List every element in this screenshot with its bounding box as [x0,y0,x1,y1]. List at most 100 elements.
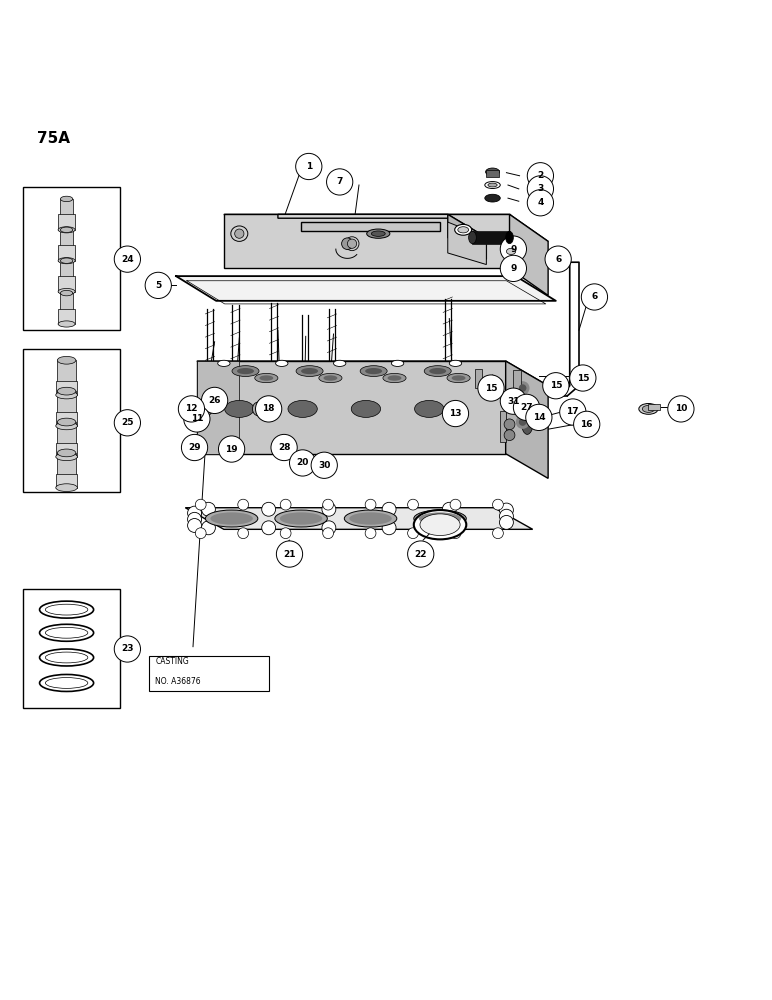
Ellipse shape [252,402,265,416]
Text: 1: 1 [306,162,312,171]
Ellipse shape [485,194,500,202]
Circle shape [450,499,461,510]
Circle shape [520,402,526,408]
Circle shape [188,519,201,532]
Ellipse shape [60,227,73,233]
Ellipse shape [58,321,75,327]
Circle shape [668,396,694,422]
Ellipse shape [455,224,472,235]
Circle shape [188,506,201,520]
Circle shape [581,284,608,310]
Ellipse shape [296,366,323,376]
Bar [60,230,73,247]
Circle shape [262,502,276,516]
Text: 10: 10 [675,404,687,413]
Circle shape [516,399,529,411]
Circle shape [145,272,171,299]
Circle shape [527,163,554,189]
Ellipse shape [506,231,513,244]
Text: 6: 6 [555,255,561,264]
Polygon shape [185,508,533,529]
Circle shape [527,190,554,216]
Ellipse shape [60,196,73,202]
Ellipse shape [46,678,88,688]
Ellipse shape [447,373,470,383]
Bar [475,369,482,388]
Ellipse shape [237,368,254,374]
Circle shape [500,388,527,414]
Bar [57,453,76,475]
Text: 9: 9 [510,245,516,254]
Bar [486,170,499,177]
Circle shape [442,502,456,516]
Circle shape [280,499,291,510]
Circle shape [526,404,552,431]
Ellipse shape [46,604,88,615]
Ellipse shape [458,227,469,233]
Circle shape [256,396,282,422]
Ellipse shape [57,418,76,426]
Circle shape [500,236,527,262]
Text: 15: 15 [485,384,497,393]
Polygon shape [224,214,510,268]
Ellipse shape [39,649,93,666]
Polygon shape [224,214,548,241]
Circle shape [520,385,526,391]
Ellipse shape [60,290,73,296]
Circle shape [527,176,554,202]
Circle shape [311,452,337,478]
Bar [23,187,120,330]
Ellipse shape [56,484,77,492]
Ellipse shape [424,366,451,376]
Circle shape [276,541,303,567]
Text: 13: 13 [449,409,462,418]
Circle shape [382,521,396,535]
Circle shape [545,246,571,272]
Bar [56,381,77,395]
Ellipse shape [486,168,499,176]
Polygon shape [197,361,506,454]
Ellipse shape [319,373,342,383]
Text: 29: 29 [188,443,201,452]
Ellipse shape [57,449,76,457]
Ellipse shape [344,510,397,527]
Circle shape [408,499,418,510]
Text: 19: 19 [225,445,238,454]
Ellipse shape [58,227,75,233]
Circle shape [184,406,210,432]
Circle shape [499,515,513,529]
Text: 14: 14 [533,413,545,422]
Polygon shape [448,222,486,265]
Text: 12: 12 [185,404,198,413]
Circle shape [280,528,291,539]
Circle shape [201,502,215,516]
Ellipse shape [56,422,77,430]
Bar [149,656,269,691]
Circle shape [323,528,334,539]
Text: 23: 23 [121,644,134,653]
Circle shape [499,503,513,517]
Polygon shape [506,361,548,478]
Ellipse shape [46,652,88,663]
Ellipse shape [469,231,476,244]
Circle shape [188,512,201,526]
Text: 16: 16 [581,420,593,429]
Ellipse shape [371,231,385,236]
Text: 25: 25 [121,418,134,427]
Circle shape [493,499,503,510]
Text: 31: 31 [507,397,520,406]
Circle shape [478,375,504,401]
Circle shape [195,528,206,539]
Ellipse shape [39,624,93,641]
Circle shape [290,450,316,476]
Circle shape [560,399,586,425]
Circle shape [500,255,527,282]
Text: 2: 2 [537,171,543,180]
Circle shape [327,169,353,195]
Bar [500,411,506,442]
Ellipse shape [231,226,248,241]
Ellipse shape [351,400,381,417]
Text: 3: 3 [537,184,543,193]
Polygon shape [197,361,548,386]
Text: 28: 28 [278,443,290,452]
